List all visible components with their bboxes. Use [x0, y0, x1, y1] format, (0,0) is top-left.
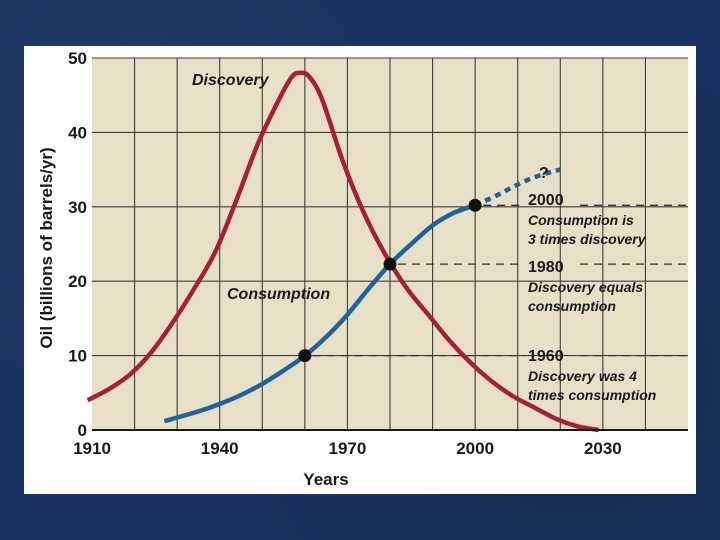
series-consumption-projection-line	[474, 167, 561, 208]
annotation-1980-line1: Discovery equals	[528, 279, 643, 295]
annotation-1960-line1: Discovery was 4	[528, 368, 637, 384]
series-discovery-line	[86, 70, 599, 433]
annotation-leaders	[312, 204, 688, 357]
discovery-label: Discovery	[192, 72, 270, 89]
y-tick-50: 50	[68, 49, 87, 68]
point-1960	[298, 349, 312, 363]
annotation-2000-year: 2000	[528, 192, 564, 209]
y-tick-labels: 0 10 20 30 40 50	[68, 49, 87, 440]
x-axis-title: Years	[303, 470, 348, 489]
point-2000	[468, 198, 482, 212]
annotation-1980-year: 1980	[528, 259, 564, 276]
annotation-2000-line1: Consumption is	[528, 212, 634, 228]
x-tick-1910: 1910	[73, 439, 111, 458]
y-axis-title: Oil (billions of barrels/yr)	[37, 147, 56, 348]
annotation-1960-year: 1960	[528, 348, 564, 365]
data-points	[298, 198, 482, 363]
y-tick-0: 0	[78, 421, 87, 440]
series-consumption-line	[163, 203, 476, 424]
y-tick-40: 40	[68, 123, 87, 142]
y-tick-20: 20	[68, 272, 87, 291]
point-1980	[383, 257, 397, 271]
annotation-1960-line2: times consumption	[528, 387, 656, 403]
consumption-label: Consumption	[227, 286, 330, 303]
annotation-1980-line2: consumption	[528, 298, 616, 314]
question-mark-label: ?	[539, 165, 549, 182]
x-tick-1940: 1940	[201, 439, 239, 458]
x-tick-2000: 2000	[456, 439, 494, 458]
x-tick-labels: 1910 1940 1970 2000 2030	[73, 439, 622, 458]
y-tick-10: 10	[68, 347, 87, 366]
y-tick-30: 30	[68, 198, 87, 217]
annotation-2000-line2: 3 times discovery	[528, 231, 647, 247]
x-tick-2030: 2030	[584, 439, 622, 458]
x-tick-1970: 1970	[329, 439, 367, 458]
curves	[86, 70, 599, 433]
